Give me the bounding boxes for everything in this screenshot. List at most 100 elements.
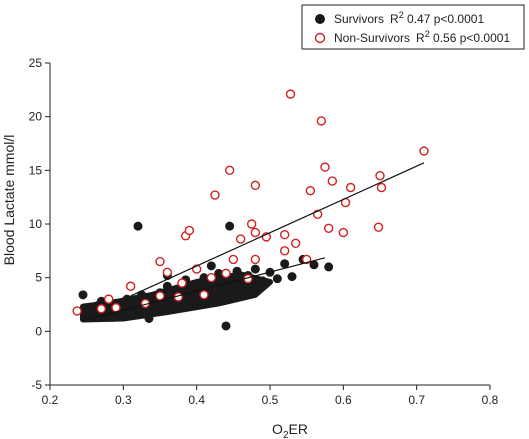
non-survivor-point <box>125 281 136 291</box>
x-axis-title: O2ER <box>272 421 308 439</box>
survivor-point <box>206 261 216 271</box>
legend-name-non-survivors: Non-Survivors <box>334 31 410 45</box>
non-survivor-point <box>235 234 246 244</box>
non-survivor-point <box>419 146 429 156</box>
y-tick-label: 15 <box>29 163 43 177</box>
survivor-point <box>188 296 198 306</box>
non-survivor-point <box>316 116 327 126</box>
regression-lines-layer <box>82 162 425 322</box>
legend-stat-tail-survivors: 0.47 p<0.0001 <box>404 12 485 26</box>
non-survivor-point <box>327 176 338 186</box>
non-survivor-point <box>155 291 165 301</box>
legend-stat-tail-non-survivors: 0.56 p<0.0001 <box>430 31 511 45</box>
x-tick-label: 0.7 <box>408 393 425 407</box>
legend-stat-sup-non-survivors: 2 <box>425 29 430 39</box>
x-axis-title-tail: ER <box>289 421 308 437</box>
survivor-point <box>280 259 290 269</box>
y-tick-label: 0 <box>35 324 42 338</box>
non-survivor-point <box>250 180 261 191</box>
non-survivor-point <box>345 182 356 193</box>
non-survivor-point <box>375 170 385 181</box>
survivor-point <box>122 294 132 304</box>
non-survivor-point <box>301 254 312 265</box>
legend-stat-sup-survivors: 2 <box>399 10 404 20</box>
non-survivor-point <box>184 225 195 236</box>
y-axis-title: Blood Lactate mmol/l <box>1 135 17 266</box>
survivor-point <box>324 262 334 272</box>
non-survivor-point <box>338 227 349 238</box>
survivor-point <box>236 284 246 294</box>
non-survivor-point <box>323 223 334 233</box>
survivor-point <box>287 272 297 282</box>
non-survivor-point <box>285 89 296 99</box>
y-tick-label: -5 <box>31 378 42 392</box>
legend-marker-survivors <box>315 14 325 24</box>
x-tick-label: 0.2 <box>42 393 59 407</box>
survivor-point <box>162 281 172 291</box>
non-survivor-point <box>206 272 217 283</box>
non-survivor-point <box>305 186 316 196</box>
x-tick-label: 0.4 <box>188 393 205 407</box>
x-tick-label: 0.3 <box>115 393 132 407</box>
x-tick-label: 0.8 <box>482 393 499 407</box>
survivor-point <box>258 276 268 286</box>
y-tick-label: 25 <box>29 56 43 70</box>
y-axis: -5 0 5 10 15 20 25 <box>29 56 51 392</box>
legend-marker-non-survivors <box>314 32 326 44</box>
non-survivor-point <box>279 246 290 256</box>
survivor-point <box>250 264 260 274</box>
legend-label-non-survivors: Non-Survivors R2 0.56 p<0.0001 <box>334 29 510 45</box>
survivor-point <box>221 321 231 331</box>
non-survivor-point <box>221 268 231 279</box>
non-survivor-point <box>199 290 209 300</box>
non-survivor-point <box>373 222 384 232</box>
survivor-point <box>82 305 92 315</box>
survivor-point <box>225 221 235 231</box>
non-survivor-point <box>96 304 107 314</box>
survivor-point <box>126 308 136 318</box>
y-tick-label: 20 <box>29 110 43 124</box>
non-survivor-point <box>376 182 387 193</box>
regression-line-non-survivors <box>130 162 425 297</box>
legend-label-survivors: Survivors R2 0.47 p<0.0001 <box>334 10 484 26</box>
survivor-point <box>210 294 220 304</box>
legend-stat-non-survivors: R <box>416 31 425 45</box>
non-survivor-point <box>177 278 187 288</box>
x-axis: 0.2 0.3 0.4 0.5 0.6 0.7 0.8 <box>42 384 499 407</box>
survivor-point <box>144 313 154 323</box>
non-survivor-point <box>228 254 239 265</box>
y-tick-label: 5 <box>35 271 42 285</box>
survivor-point <box>133 221 143 231</box>
non-survivor-point <box>72 306 82 316</box>
non-survivor-point <box>224 165 235 176</box>
non-survivor-point <box>320 162 330 172</box>
survivor-point <box>221 288 231 298</box>
non-survivor-point <box>290 238 301 249</box>
survivor-point <box>232 266 242 276</box>
non-survivor-point <box>155 256 165 267</box>
y-tick-label: 10 <box>29 217 43 231</box>
non-survivor-point <box>162 267 173 277</box>
non-survivor-point <box>210 190 220 200</box>
survivor-point <box>107 312 117 322</box>
legend: Survivors R2 0.47 p<0.0001 Non-Survivors R… <box>301 4 525 50</box>
survivor-point <box>151 303 161 313</box>
legend-box <box>301 4 525 50</box>
survivor-point <box>272 274 282 284</box>
non-survivor-point <box>111 303 121 313</box>
survivor-point <box>170 301 180 311</box>
survivor-point <box>78 290 88 300</box>
non-survivor-point <box>250 227 261 238</box>
regression-line-survivors <box>82 257 326 322</box>
non-survivor-point <box>250 254 261 265</box>
non-survivor-point <box>246 219 257 229</box>
x-axis-title-subscript: 2 <box>283 430 289 439</box>
x-axis-title-main: O <box>272 421 283 437</box>
survivor-point <box>228 281 238 291</box>
non-survivor-point <box>279 230 290 240</box>
legend-name-survivors: Survivors <box>334 12 384 26</box>
points-layer <box>72 89 429 331</box>
non-survivor-point <box>103 294 114 304</box>
x-tick-label: 0.6 <box>335 393 352 407</box>
